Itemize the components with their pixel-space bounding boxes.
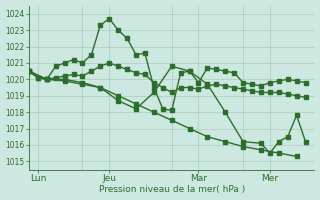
X-axis label: Pression niveau de la mer( hPa ): Pression niveau de la mer( hPa ) [99,185,245,194]
